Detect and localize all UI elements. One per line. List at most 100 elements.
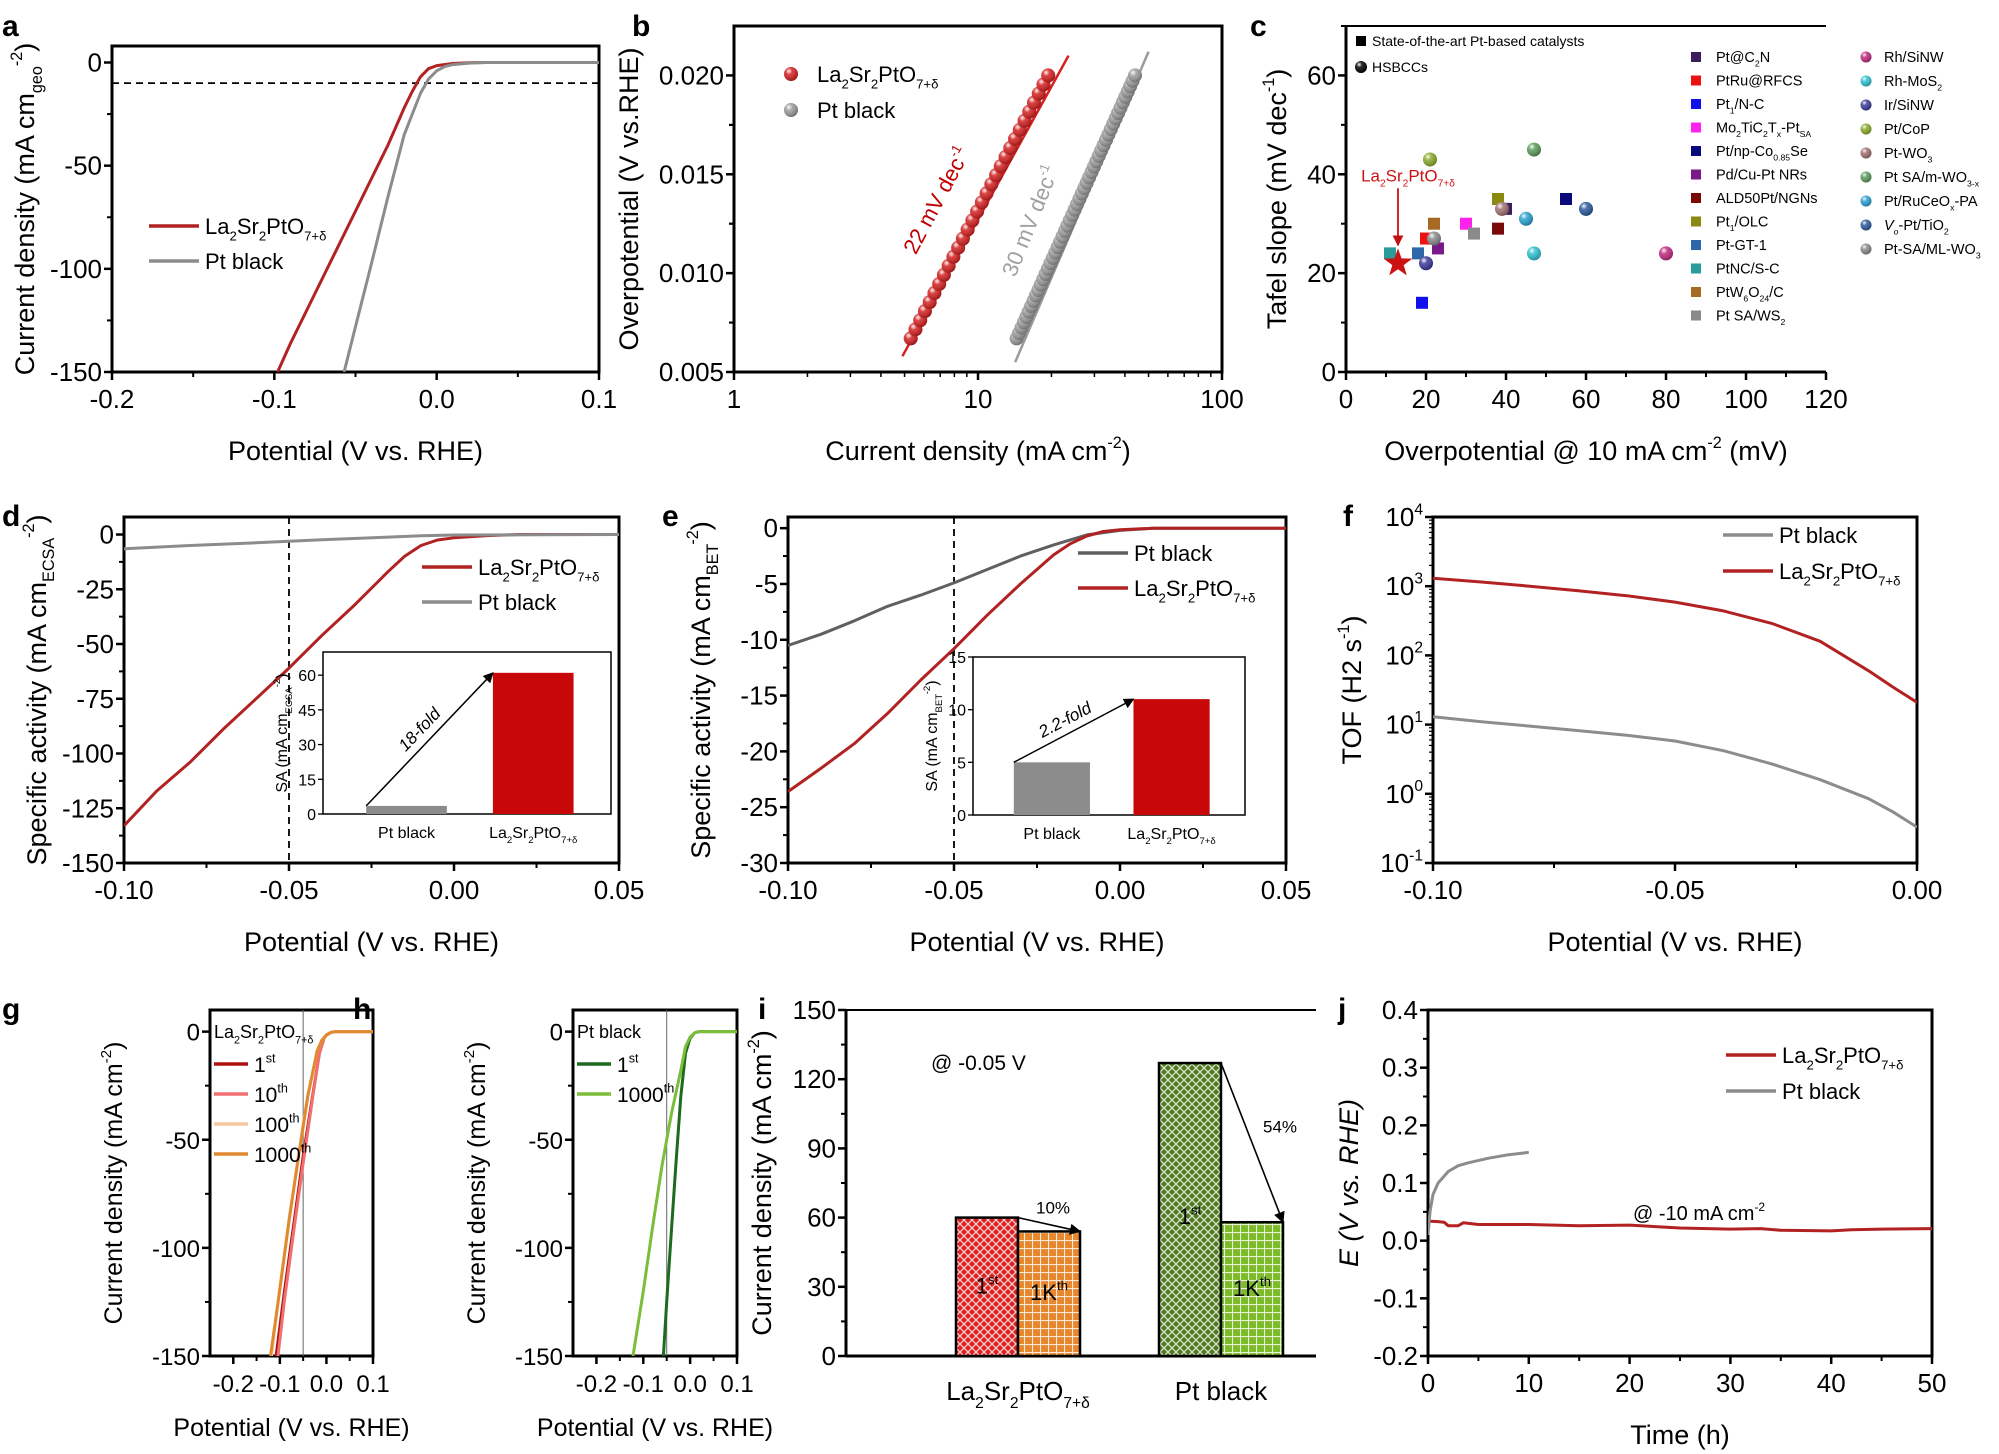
marker-type-legend: State-of-the-art Pt-based catalysts HSBCC…	[1355, 33, 1584, 75]
data-point-shine	[1041, 68, 1056, 83]
highlight-label: La2Sr2PtO7+δ	[1361, 166, 1455, 189]
y-tick-label: 40	[1307, 159, 1336, 189]
legend-square-swatch	[1691, 169, 1701, 180]
x-axis-label: Time (h)	[1630, 1420, 1730, 1450]
inset-y-tick-label: 15	[948, 650, 966, 667]
series-line-la2sr2pto7-	[1428, 1219, 1932, 1233]
legend-label: Pt-WO3	[1884, 146, 1933, 164]
panel-b: 1 10 100 0.005 0.010 0.015 0.020 Current densit…	[614, 24, 1244, 466]
x-axis-label: Overpotential @ 10 mA cm-2 (mV)	[1384, 434, 1787, 466]
panel-label-j: j	[1337, 993, 1346, 1026]
legend-item: 1000th	[577, 1082, 674, 1107]
change-label: 54%	[1263, 1118, 1297, 1137]
legend-label: Pt black	[817, 98, 896, 123]
y-tick-label: -150	[62, 848, 114, 878]
panel-label-g: g	[2, 993, 20, 1026]
bar-1st-0	[954, 1216, 1020, 1358]
legend-title: Pt black	[577, 1022, 642, 1042]
legend-square-swatch	[1691, 216, 1701, 227]
y-tick-label: -150	[50, 357, 102, 387]
x-tick-label: -0.1	[252, 384, 297, 414]
data-point-shine	[1495, 201, 1509, 216]
inset-bar	[1013, 762, 1090, 815]
change-label: 10%	[1036, 1199, 1070, 1218]
legend-label: PtNC/S-C	[1716, 262, 1780, 278]
legend-sphere-shine	[1860, 75, 1872, 87]
panel-label-h: h	[353, 993, 371, 1026]
y-axis-label: Current density (mA cmgeo-2)	[8, 43, 46, 376]
x-tick-label: -0.05	[924, 875, 983, 905]
data-point-shine	[1427, 231, 1441, 246]
legend-label: Ir/SiNW	[1884, 98, 1934, 114]
legend-item: La2Sr2PtO7+δ	[1078, 576, 1255, 606]
x-tick-label: -0.10	[1403, 875, 1462, 905]
y-tick-label: -100	[50, 254, 102, 284]
catalyst-legend: Pt@C2N PtRu@RFCS Pt1/N-C Mo2TiC2Tx-PtSA Pt/n…	[1691, 50, 1981, 327]
series-line-1000th	[269, 1030, 373, 1356]
y-tick-label: -25	[740, 792, 778, 822]
bar-label: 1Kth	[1030, 1278, 1068, 1305]
series-line-1st	[274, 1030, 373, 1356]
legend-label: Mo2TiC2Tx-PtSA	[1716, 121, 1811, 139]
series-line-1000th	[631, 1030, 737, 1356]
x-tick-label: -0.1	[259, 1371, 300, 1398]
legend-label: La2Sr2PtO7+δ	[1782, 1043, 1903, 1073]
legend-label: Pt SA/WS2	[1716, 309, 1785, 327]
y-tick-label: -0.2	[1373, 1341, 1418, 1371]
legend: La2Sr2PtO7+δ Pt black	[784, 62, 938, 123]
inset-y-tick-label: 60	[298, 668, 316, 685]
legend: Pt black 1st 1000th	[577, 1022, 674, 1107]
legend-square-swatch	[1691, 193, 1701, 203]
legend-item: 100th	[214, 1112, 300, 1137]
y-tick-label: 0.2	[1382, 1110, 1418, 1140]
x-tick-label: 80	[1652, 384, 1681, 414]
y-tick-label: 0	[1322, 357, 1336, 387]
bar-1kth-1	[1219, 1220, 1285, 1358]
x-tick-label: 20	[1615, 1368, 1644, 1398]
inset-bar	[366, 805, 447, 814]
x-tick-label: 40	[1817, 1368, 1846, 1398]
legend-label: Pt1/OLC	[1716, 215, 1768, 233]
y-tick-label: 30	[807, 1272, 836, 1302]
legend-square-swatch	[1691, 240, 1701, 250]
y-tick-label: 0	[764, 513, 778, 543]
x-tick-label: 20	[1412, 384, 1441, 414]
legend-item: La2Sr2PtO7+δ	[149, 214, 326, 244]
panel-label-f: f	[1343, 500, 1354, 533]
panel-label-b: b	[632, 10, 650, 43]
x-category-label: Pt black	[1175, 1376, 1268, 1406]
x-tick-label: -0.10	[758, 875, 817, 905]
y-tick-label: -150	[152, 1344, 200, 1371]
bar-1st-1	[1157, 1061, 1223, 1358]
y-tick-label: -75	[76, 684, 114, 714]
legend: La2Sr2PtO7+δ Pt black	[149, 214, 326, 274]
legend-sphere-shine	[1860, 219, 1872, 231]
series-line-pt-black	[1433, 715, 1917, 829]
y-tick-label: 100	[1385, 778, 1423, 809]
legend-label: Pt@C2N	[1716, 50, 1770, 68]
legend-sphere-shine	[1355, 61, 1367, 73]
legend-label: Pt/CoP	[1884, 122, 1930, 138]
y-tick-label: 10-1	[1380, 847, 1423, 878]
bar-label: 1Kth	[1233, 1274, 1271, 1301]
y-tick-label: 104	[1385, 501, 1423, 532]
inset-y-tick-label: 0	[957, 808, 966, 825]
x-tick-label: -0.1	[623, 1371, 664, 1398]
bar-label: 1st	[1179, 1202, 1202, 1229]
x-tick-label: 0.0	[310, 1371, 343, 1398]
x-tick-label: 30	[1716, 1368, 1745, 1398]
inset-category-label: Pt black	[378, 825, 436, 842]
series-line-la2sr2pto7-	[276, 61, 599, 372]
panel-g: -0.2 -0.1 0.0 0.1 0 -50 -100 -150 Potential (V v…	[98, 1008, 410, 1442]
x-tick-label: -0.2	[213, 1371, 254, 1398]
x-tick-label: 0.00	[429, 875, 480, 905]
legend-square-swatch	[1691, 122, 1701, 133]
legend: Pt black La2Sr2PtO7+δ	[1078, 541, 1255, 606]
legend-item: 1st	[577, 1052, 639, 1077]
y-tick-label: 120	[793, 1064, 836, 1094]
panel-a: -0.2 -0.1 0.0 0.1 0 -50 -100 -150 Potential (V v…	[8, 43, 617, 466]
y-tick-label: -125	[62, 793, 114, 823]
inset-bar	[492, 672, 574, 814]
panel-label-d: d	[2, 500, 20, 533]
